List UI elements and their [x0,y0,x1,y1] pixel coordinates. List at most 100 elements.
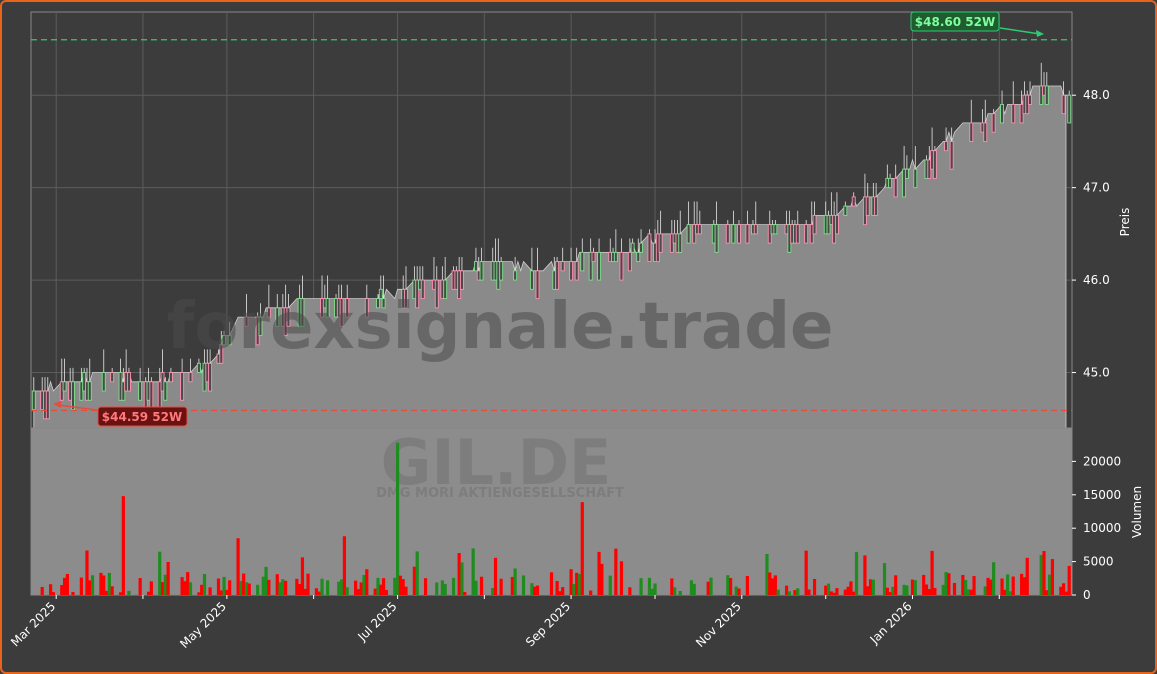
candle-up [580,251,585,272]
volume-bar-down [835,588,839,595]
candle-down [865,196,870,216]
volume-bar-down [969,589,973,595]
volume-bar-up [326,580,330,595]
candle-down [944,140,949,152]
volume-bar-down [79,577,83,595]
candle-down [560,261,565,272]
volume-bar-down [85,550,89,595]
candle-up [473,261,478,272]
volume-bar-up [460,562,464,595]
volume-bar-up [854,551,859,595]
volume-bar-down [614,548,618,595]
volume-bar-down [589,590,593,595]
volume-bar-up [871,579,875,595]
volume-bar-up [451,577,456,595]
price-tick-label: 45.0 [1083,366,1110,380]
volume-bar-up [127,590,131,595]
volume-bar-down [1050,559,1055,595]
volume-bar-down [863,555,867,595]
volume-bar-up [337,581,341,595]
candle-down [434,279,439,309]
x-tick-label: Jan 2026 [867,599,915,647]
price-tick-label: 46.0 [1083,273,1110,287]
candle-down [535,270,540,300]
volume-bar-down [843,589,847,595]
candle-up [381,298,386,309]
volume-bar-down [208,587,212,595]
candle-up [904,168,909,179]
volume-bar-up [765,554,769,595]
volume-bar-down [1045,590,1049,595]
candle-down [208,362,213,392]
volume-bar-up [471,548,475,595]
candle-up [1000,103,1004,124]
volume-axis-label: Volumen [1130,486,1144,538]
low-52w-arrowhead [53,401,61,408]
volume-bar-down [600,563,604,595]
volume-bar-down [314,588,319,595]
volume-bar-down [569,569,573,595]
volume-bar-up [966,589,971,595]
volume-bar-up [608,575,612,595]
volume-bar-up [941,584,945,595]
volume-bar-up [530,583,534,595]
candle-up [529,270,534,290]
candle-up [138,381,143,401]
candle-down [591,251,596,263]
candle-up [597,251,602,281]
volume-bar-down [812,578,817,595]
volume-bar-down [1000,578,1004,595]
volume-tick-label: 0 [1083,588,1091,602]
candle-down [627,251,632,272]
volume-bar-up [650,588,654,595]
volume-bar-down [404,586,408,595]
volume-bar-down [104,590,109,595]
volume-bar-down [1020,573,1024,595]
candle-down [45,390,50,420]
candle-up [613,251,618,263]
volume-bar-down [706,581,710,595]
watermark-logo: GIL.DE [381,426,612,499]
volume-bar-up [787,591,791,595]
low-52w-arrow [57,404,98,411]
volume-bar-down [533,586,537,595]
volume-bar-down [910,579,915,595]
candle-down [1061,94,1066,115]
volume-bar-down [580,502,584,595]
volume-bar-down [284,580,288,595]
candle-up [31,390,36,410]
candle-down [149,381,154,410]
volume-bar-down [138,578,142,595]
x-tick-label: Jul 2025 [355,599,400,644]
candle-down [219,344,224,364]
volume-bar-up [261,576,265,595]
volume-bar-down [849,581,853,595]
candle-down [745,224,750,244]
candle-up [499,261,504,281]
candle-down [286,307,291,327]
volume-tick-label: 10000 [1083,521,1121,535]
high-52w-label: $48.60 52W [915,15,995,29]
volume-bar-down [933,587,937,595]
candle-up [196,362,201,373]
volume-bar-up [734,586,738,595]
x-tick-label: Mar 2025 [8,599,58,649]
volume-bar-down [888,592,892,595]
volume-bar-down [930,550,934,595]
volume-bar-down [398,575,402,595]
volume-bar-down [354,580,358,595]
volume-bar-down [961,574,965,595]
volume-bar-down [306,573,310,595]
volume-bar-down [48,584,53,595]
volume-bar-down [670,578,674,595]
volume-bar-down [922,574,926,595]
volume-bar-down [65,573,69,595]
volume-bar-down [535,585,540,595]
volume-tick-label: 5000 [1083,555,1114,569]
volume-bar-up [882,563,887,595]
volume-bar-down [804,550,808,595]
volume-bar-down [927,589,931,595]
volume-bar-up [395,442,400,595]
volume-bar-down [219,590,223,595]
volume-bar-up [239,580,243,595]
